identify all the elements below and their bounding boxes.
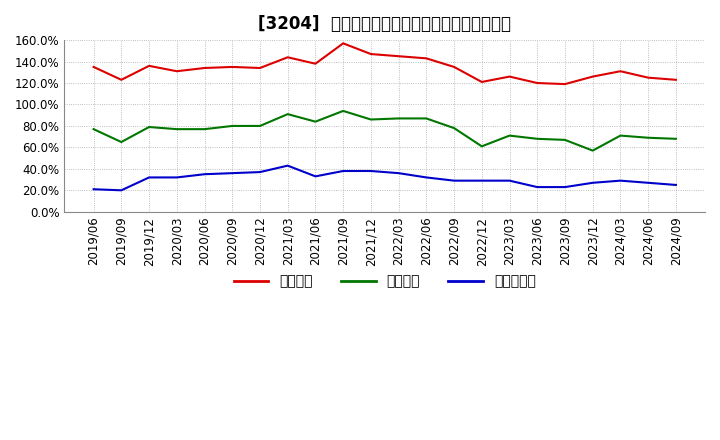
Line: 現頗金比率: 現頗金比率 xyxy=(94,165,676,191)
当座比率 xyxy=(117,139,126,145)
流動比率 xyxy=(145,63,153,69)
流動比率 xyxy=(422,56,431,61)
当座比率 xyxy=(366,117,375,122)
当座比率 xyxy=(200,127,209,132)
流動比率 xyxy=(173,69,181,74)
現頗金比率 xyxy=(256,169,264,175)
現頗金比率 xyxy=(339,169,348,174)
当座比率 xyxy=(311,119,320,124)
流動比率 xyxy=(477,79,486,84)
現頗金比率 xyxy=(117,188,126,193)
現頗金比率 xyxy=(89,187,98,192)
流動比率 xyxy=(228,64,237,70)
現頗金比率 xyxy=(561,184,570,190)
当座比率 xyxy=(145,125,153,130)
流動比率 xyxy=(284,55,292,60)
Legend: 流動比率, 当座比率, 現頗金比率: 流動比率, 当座比率, 現頗金比率 xyxy=(228,269,541,294)
流動比率 xyxy=(561,81,570,87)
流動比率 xyxy=(256,66,264,71)
当座比率 xyxy=(644,135,652,140)
Title: [3204]  流動比率、当座比率、現頗金比率の推移: [3204] 流動比率、当座比率、現頗金比率の推移 xyxy=(258,15,511,33)
流動比率 xyxy=(366,51,375,57)
現頗金比率 xyxy=(672,182,680,187)
現頗金比率 xyxy=(533,184,541,190)
当座比率 xyxy=(561,137,570,143)
現頗金比率 xyxy=(616,178,625,183)
現頗金比率 xyxy=(505,178,514,183)
流動比率 xyxy=(117,77,126,82)
当座比率 xyxy=(395,116,403,121)
現頗金比率 xyxy=(422,175,431,180)
当座比率 xyxy=(588,148,597,153)
Line: 当座比率: 当座比率 xyxy=(94,111,676,150)
当座比率 xyxy=(173,127,181,132)
現頗金比率 xyxy=(284,163,292,168)
当座比率 xyxy=(339,108,348,114)
流動比率 xyxy=(89,64,98,70)
流動比率 xyxy=(200,66,209,71)
当座比率 xyxy=(533,136,541,141)
現頗金比率 xyxy=(366,169,375,174)
当座比率 xyxy=(505,133,514,138)
流動比率 xyxy=(644,75,652,81)
現頗金比率 xyxy=(477,178,486,183)
流動比率 xyxy=(339,40,348,46)
当座比率 xyxy=(450,125,459,131)
当座比率 xyxy=(284,111,292,117)
流動比率 xyxy=(672,77,680,82)
現頗金比率 xyxy=(450,178,459,183)
現頗金比率 xyxy=(228,171,237,176)
流動比率 xyxy=(588,74,597,79)
Line: 流動比率: 流動比率 xyxy=(94,43,676,84)
当座比率 xyxy=(256,123,264,128)
当座比率 xyxy=(89,127,98,132)
現頗金比率 xyxy=(145,175,153,180)
流動比率 xyxy=(505,74,514,79)
当座比率 xyxy=(616,133,625,138)
当座比率 xyxy=(228,123,237,128)
現頗金比率 xyxy=(200,172,209,177)
流動比率 xyxy=(616,69,625,74)
流動比率 xyxy=(450,64,459,70)
当座比率 xyxy=(422,116,431,121)
現頗金比率 xyxy=(311,174,320,179)
当座比率 xyxy=(477,144,486,149)
流動比率 xyxy=(311,61,320,66)
現頗金比率 xyxy=(644,180,652,185)
現頗金比率 xyxy=(173,175,181,180)
流動比率 xyxy=(533,81,541,86)
現頗金比率 xyxy=(588,180,597,185)
当座比率 xyxy=(672,136,680,141)
流動比率 xyxy=(395,54,403,59)
現頗金比率 xyxy=(395,171,403,176)
